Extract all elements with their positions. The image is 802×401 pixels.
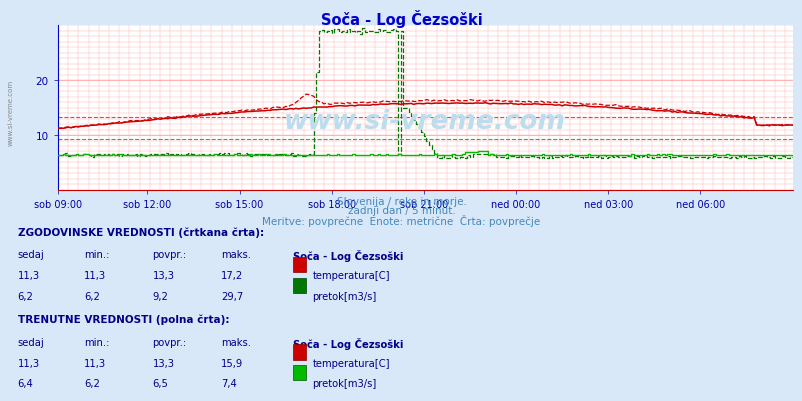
Text: 13,3: 13,3 [152,271,174,281]
Text: 11,3: 11,3 [18,358,40,368]
Text: zadnji dan / 5 minut.: zadnji dan / 5 minut. [347,206,455,216]
Text: 6,2: 6,2 [18,292,34,302]
Text: maks.: maks. [221,250,250,260]
Text: 6,2: 6,2 [84,292,100,302]
Text: Meritve: povprečne  Enote: metrične  Črta: povprečje: Meritve: povprečne Enote: metrične Črta:… [262,215,540,227]
Text: Soča - Log Čezsoški: Soča - Log Čezsoški [293,250,403,262]
Text: TRENUTNE VREDNOSTI (polna črta):: TRENUTNE VREDNOSTI (polna črta): [18,314,229,324]
Text: sedaj: sedaj [18,250,44,260]
Text: 6,2: 6,2 [84,379,100,389]
Text: povpr.:: povpr.: [152,250,186,260]
Text: Soča - Log Čezsoški: Soča - Log Čezsoški [293,337,403,349]
Text: 11,3: 11,3 [84,271,107,281]
Text: min.:: min.: [84,250,110,260]
Text: Slovenija / reke in morje.: Slovenija / reke in morje. [336,196,466,207]
Text: temperatura[C]: temperatura[C] [312,358,390,368]
Text: 6,5: 6,5 [152,379,168,389]
Text: min.:: min.: [84,337,110,347]
Text: 13,3: 13,3 [152,358,174,368]
Text: pretok[m3/s]: pretok[m3/s] [312,379,376,389]
Text: temperatura[C]: temperatura[C] [312,271,390,281]
Text: www.si-vreme.com: www.si-vreme.com [7,79,14,145]
Text: 7,4: 7,4 [221,379,237,389]
Text: 9,2: 9,2 [152,292,168,302]
Text: 6,4: 6,4 [18,379,34,389]
Text: 15,9: 15,9 [221,358,243,368]
Text: maks.: maks. [221,337,250,347]
Text: 11,3: 11,3 [18,271,40,281]
Text: povpr.:: povpr.: [152,337,186,347]
Text: Soča - Log Čezsoški: Soča - Log Čezsoški [320,10,482,28]
Text: 29,7: 29,7 [221,292,243,302]
Text: pretok[m3/s]: pretok[m3/s] [312,292,376,302]
Text: ZGODOVINSKE VREDNOSTI (črtkana črta):: ZGODOVINSKE VREDNOSTI (črtkana črta): [18,227,264,237]
Text: 17,2: 17,2 [221,271,243,281]
Text: sedaj: sedaj [18,337,44,347]
Text: www.si-vreme.com: www.si-vreme.com [284,108,565,134]
Text: 11,3: 11,3 [84,358,107,368]
